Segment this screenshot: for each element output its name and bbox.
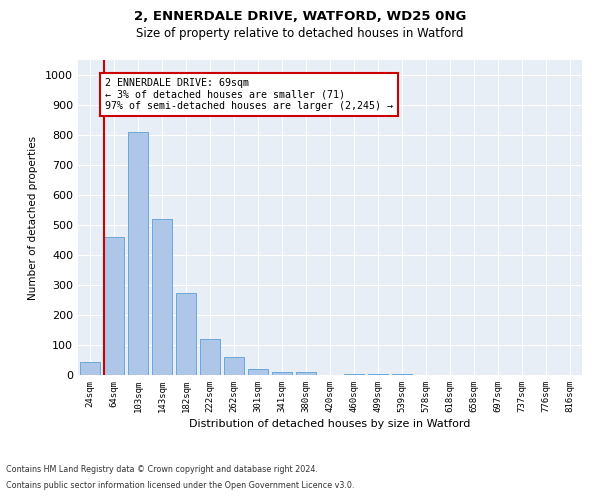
Bar [128, 132, 148, 375]
Bar [368, 374, 388, 375]
Y-axis label: Number of detached properties: Number of detached properties [28, 136, 38, 300]
Text: 2, ENNERDALE DRIVE, WATFORD, WD25 0NG: 2, ENNERDALE DRIVE, WATFORD, WD25 0NG [134, 10, 466, 23]
Bar [248, 369, 268, 375]
Bar [152, 219, 172, 375]
Bar [80, 362, 100, 375]
Bar [200, 339, 220, 375]
Text: Size of property relative to detached houses in Watford: Size of property relative to detached ho… [136, 28, 464, 40]
Bar [176, 292, 196, 375]
Bar [104, 237, 124, 375]
Bar [272, 372, 292, 375]
Bar [224, 357, 244, 375]
Bar [344, 374, 364, 375]
Text: Contains HM Land Registry data © Crown copyright and database right 2024.: Contains HM Land Registry data © Crown c… [6, 466, 318, 474]
Bar [392, 374, 412, 375]
Text: 2 ENNERDALE DRIVE: 69sqm
← 3% of detached houses are smaller (71)
97% of semi-de: 2 ENNERDALE DRIVE: 69sqm ← 3% of detache… [105, 78, 393, 111]
Text: Contains public sector information licensed under the Open Government Licence v3: Contains public sector information licen… [6, 480, 355, 490]
Bar [296, 372, 316, 375]
X-axis label: Distribution of detached houses by size in Watford: Distribution of detached houses by size … [190, 419, 470, 429]
